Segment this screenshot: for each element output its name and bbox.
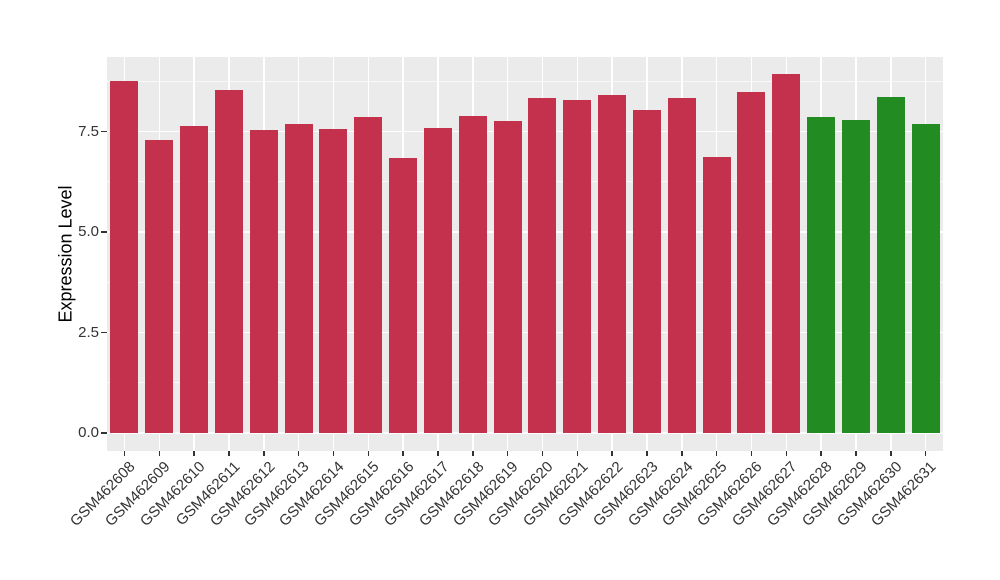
y-axis-title: Expression Level	[55, 185, 76, 323]
bar	[110, 80, 139, 433]
x-tick-mark	[541, 451, 544, 456]
bar	[493, 121, 522, 433]
major-gridline	[107, 432, 943, 434]
x-tick-mark	[367, 451, 369, 456]
y-tick-label: 0.0	[78, 423, 99, 441]
x-tick-mark	[646, 451, 648, 456]
x-tick-mark	[263, 451, 265, 456]
y-tick-mark	[101, 130, 107, 133]
x-tick-mark	[855, 451, 857, 456]
bar	[249, 129, 278, 433]
x-tick-mark	[715, 451, 718, 456]
bar	[423, 128, 452, 433]
bar	[841, 120, 870, 433]
minor-gridline	[107, 281, 943, 283]
x-tick-mark	[158, 451, 160, 456]
bar	[458, 116, 487, 433]
x-tick-mark	[437, 451, 439, 456]
y-tick-label: 2.5	[78, 323, 99, 341]
x-tick-mark	[332, 451, 335, 456]
plot-panel	[107, 57, 943, 451]
bar	[284, 123, 313, 433]
bar	[702, 156, 731, 433]
bar	[389, 158, 418, 433]
bar	[354, 116, 383, 433]
bar	[180, 126, 209, 433]
x-tick-mark	[297, 451, 300, 456]
x-tick-mark	[193, 451, 195, 456]
x-tick-mark	[681, 451, 683, 456]
x-tick-mark	[924, 451, 927, 456]
x-tick-mark	[123, 451, 126, 456]
bar	[528, 97, 557, 433]
major-gridline	[107, 331, 943, 334]
y-tick-label: 5.0	[78, 223, 99, 241]
minor-gridline	[107, 80, 943, 82]
y-tick-mark	[101, 331, 107, 334]
bar	[911, 124, 940, 433]
major-gridline	[107, 130, 943, 133]
x-tick-mark	[611, 451, 613, 456]
minor-gridline	[107, 382, 943, 384]
bar	[319, 128, 348, 433]
y-tick-mark	[101, 231, 107, 233]
x-tick-mark	[576, 451, 578, 456]
y-tick-mark	[101, 432, 107, 434]
x-tick-mark	[785, 451, 787, 456]
bar	[667, 98, 696, 433]
x-tick-mark	[472, 451, 474, 456]
x-tick-mark	[750, 451, 753, 456]
bar	[807, 116, 836, 433]
bar	[876, 97, 905, 433]
bar	[632, 109, 661, 433]
major-gridline	[107, 231, 943, 233]
x-tick-mark	[890, 451, 892, 456]
bar	[772, 74, 801, 433]
x-tick-mark	[506, 451, 509, 456]
x-tick-mark	[820, 451, 822, 456]
bar	[563, 99, 592, 433]
y-tick-label: 7.5	[78, 122, 99, 140]
bar	[145, 139, 174, 433]
minor-gridline	[107, 181, 943, 183]
bar	[598, 95, 627, 433]
bar	[737, 91, 766, 433]
bar	[214, 89, 243, 433]
x-tick-mark	[402, 451, 404, 456]
x-tick-mark	[228, 451, 230, 456]
